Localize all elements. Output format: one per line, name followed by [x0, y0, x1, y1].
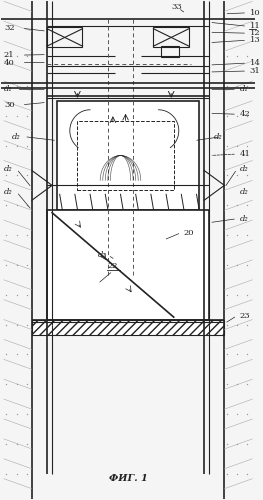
Text: 21: 21: [4, 51, 14, 59]
Bar: [153, 27, 189, 47]
Text: 33: 33: [171, 4, 182, 12]
Text: d₂: d₂: [98, 251, 107, 259]
Text: 30: 30: [4, 101, 14, 109]
Text: 31: 31: [250, 67, 260, 75]
Bar: [57, 101, 199, 210]
Text: d₂: d₂: [240, 214, 248, 222]
Text: 32: 32: [4, 24, 14, 32]
Bar: [47, 210, 209, 320]
Text: d₁: d₁: [240, 86, 248, 94]
Text: 13: 13: [250, 36, 260, 44]
Text: d₂: d₂: [4, 188, 13, 196]
Text: d₂: d₂: [240, 188, 248, 196]
Text: 41: 41: [240, 150, 250, 158]
Text: 11: 11: [250, 22, 260, 30]
Bar: [32, 320, 224, 334]
Text: ФИГ. 1: ФИГ. 1: [109, 474, 148, 483]
Text: d₂: d₂: [4, 165, 13, 173]
Text: 23: 23: [240, 312, 250, 320]
Text: 12: 12: [250, 29, 260, 37]
Text: d₁: d₁: [4, 86, 13, 94]
Text: d₂: d₂: [240, 165, 248, 173]
Text: 40: 40: [4, 58, 15, 66]
Text: 42: 42: [240, 110, 250, 118]
Text: 14: 14: [250, 59, 261, 67]
Bar: [161, 46, 179, 57]
Bar: [77, 120, 174, 190]
Text: 10: 10: [250, 9, 260, 17]
Text: 22: 22: [108, 262, 118, 270]
Text: 20: 20: [184, 228, 194, 236]
Text: d₂: d₂: [12, 132, 20, 140]
Text: d₂: d₂: [214, 132, 223, 140]
Bar: [47, 27, 83, 47]
